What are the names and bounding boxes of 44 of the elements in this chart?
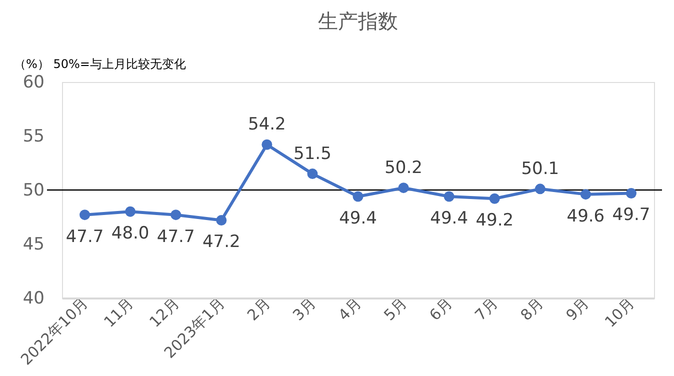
text: 49.2: [476, 210, 514, 231]
point: [489, 193, 500, 204]
text: 49.7: [612, 205, 650, 226]
point: [534, 184, 546, 194]
y-tick-label: 50: [22, 180, 44, 200]
point: [170, 210, 182, 220]
x-tick-label: 10月: [601, 294, 638, 331]
point: [398, 182, 409, 194]
x-tick-label: 6月: [426, 294, 456, 324]
point: [352, 191, 364, 202]
text: 49.4: [339, 208, 377, 228]
x-tick-label: 2月: [244, 294, 274, 324]
x-tick-label: 8月: [516, 294, 548, 324]
point: [216, 215, 227, 226]
x-tick-label: 3月: [289, 294, 320, 324]
text: 51.5: [294, 144, 332, 164]
point: [80, 210, 90, 220]
text: 47.2: [202, 232, 240, 252]
point: [125, 206, 136, 217]
x-tick-label: 5月: [380, 294, 410, 324]
point: [307, 168, 318, 180]
text: 49.6: [566, 206, 605, 226]
y-tick-label: 60: [22, 72, 44, 92]
x-tick-label: 11月: [100, 294, 138, 331]
x-tick-label: 9月: [562, 294, 593, 324]
text: 50.1: [521, 158, 560, 179]
text: （%） 50%=与上月比较无变化: [14, 57, 186, 71]
text: 50.2: [384, 158, 422, 178]
point: [580, 189, 591, 200]
y-tick-label: 45: [22, 234, 44, 254]
x-tick-label: 7月: [471, 294, 502, 324]
y-tick-label: 40: [22, 288, 44, 308]
point: [444, 191, 454, 202]
text: 47.7: [66, 226, 104, 247]
text: 48.0: [111, 224, 150, 244]
text: 49.4: [430, 208, 468, 228]
x-tick-label: 4月: [334, 294, 365, 324]
text: 47.7: [156, 226, 195, 247]
point: [626, 188, 636, 198]
point: [262, 139, 272, 150]
y-tick-label: 55: [22, 126, 44, 146]
chart-title: 生产指数: [318, 9, 398, 33]
text: 54.2: [248, 114, 286, 135]
x-tick-label: 12月: [146, 294, 183, 331]
